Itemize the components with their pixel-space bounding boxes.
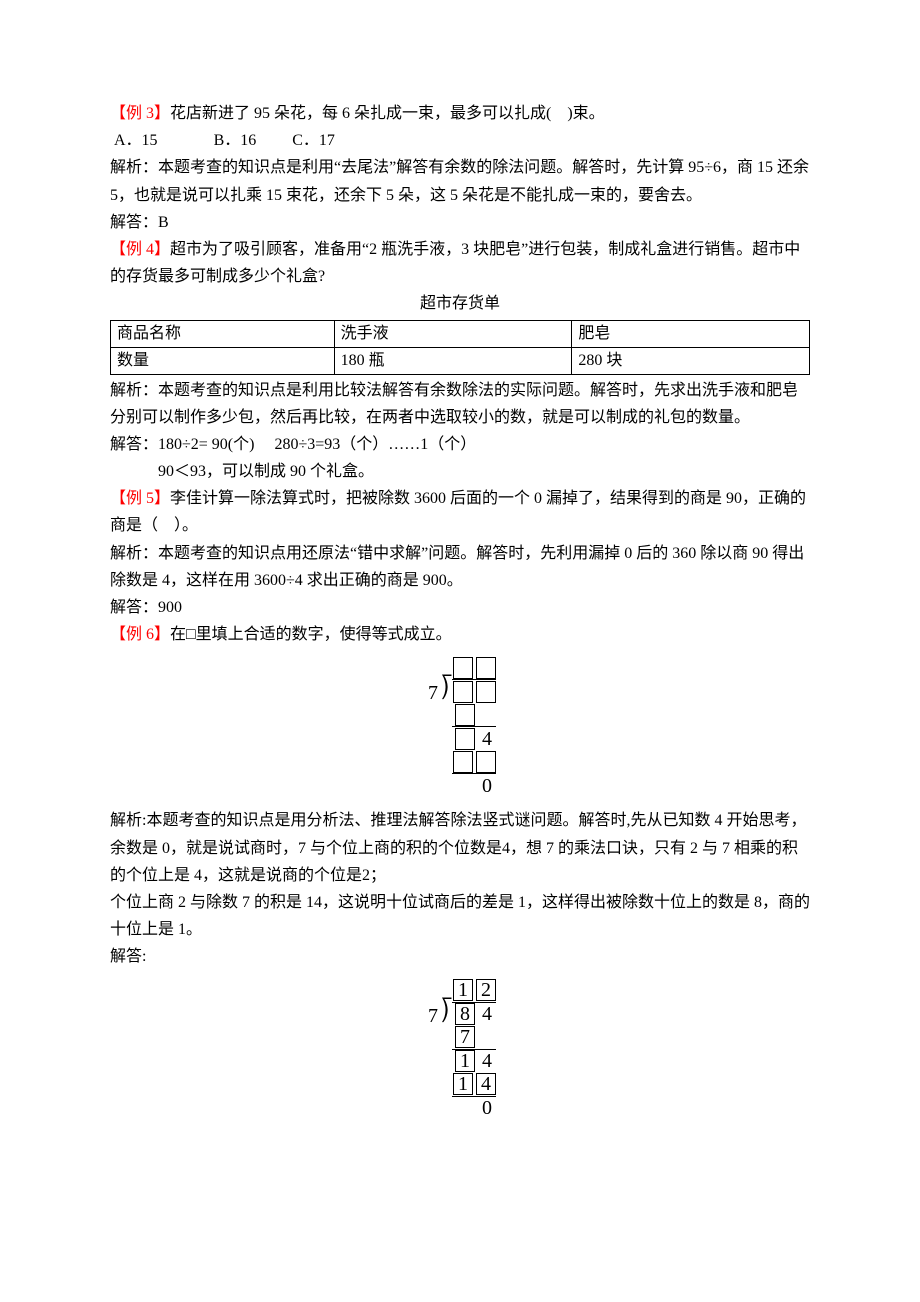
digit: 1 <box>455 1050 475 1072</box>
digit: 4 <box>478 1004 496 1024</box>
ex3-question: 【例 3】花店新进了 95 朵花，每 6 朵扎成一束，最多可以扎成( )束。 <box>110 100 810 127</box>
digit: 4 <box>478 729 496 749</box>
ex6-label: 【例 6】 <box>110 626 170 643</box>
ex4-table-title: 超市存货单 <box>110 290 810 317</box>
digit: 0 <box>478 776 496 796</box>
box <box>455 704 475 726</box>
ex3-optC: C．17 <box>292 132 335 149</box>
digit: 8 <box>455 1003 475 1025</box>
ex6-analysis-2: 个位上商 2 与除数 7 的积是 14，这说明十位试商后的差是 1，这样得出被除… <box>110 889 810 943</box>
ex6-analysis-1: 解析:本题考查的知识点是用分析法、推理法解答除法竖式谜问题。解答时,先从已知数 … <box>110 807 810 889</box>
box <box>476 681 496 703</box>
ex6-question: 【例 6】在□里填上合适的数字，使得等式成立。 <box>110 621 810 648</box>
division-symbol: ⟌ <box>441 674 451 707</box>
ex3-analysis: 解析：本题考查的知识点是利用“去尾法”解答有余数的除法问题。解答时，先计算 95… <box>110 154 810 208</box>
box <box>476 751 496 773</box>
ex4-table: 商品名称 洗手液 肥皂 数量 180 瓶 280 块 <box>110 320 810 375</box>
digit: 1 <box>453 1073 473 1095</box>
box <box>453 751 473 773</box>
cell: 商品名称 <box>111 320 335 347</box>
ex6-q-text: 在□里填上合适的数字，使得等式成立。 <box>170 626 452 643</box>
ex4-analysis: 解析：本题考查的知识点是利用比较法解答有余数除法的实际问题。解答时，先求出洗手液… <box>110 377 810 431</box>
ex5-question: 【例 5】李佳计算一除法算式时，把被除数 3600 后面的一个 0 漏掉了，结果… <box>110 485 810 539</box>
digit: 4 <box>478 1051 496 1071</box>
ex3-options: A．15 B．16 C．17 <box>110 127 810 154</box>
box <box>455 728 475 750</box>
cell: 180 瓶 <box>334 347 572 374</box>
ex3-q-text: 花店新进了 95 朵花，每 6 朵扎成一束，最多可以扎成( )束。 <box>170 105 605 122</box>
cell: 280 块 <box>572 347 810 374</box>
ex4-ans2: 90＜93，可以制成 90 个礼盒。 <box>110 458 810 485</box>
cell: 数量 <box>111 347 335 374</box>
divisor: 7 <box>428 681 438 706</box>
ex3-label: 【例 3】 <box>110 105 170 122</box>
digit: 0 <box>478 1098 496 1118</box>
box <box>453 657 473 679</box>
ex6-division-1: 7 ⟌ 4 0 <box>110 656 810 797</box>
ex4-question: 【例 4】超市为了吸引顾客，准备用“2 瓶洗手液，3 块肥皂”进行包装，制成礼盒… <box>110 236 810 290</box>
digit: 7 <box>455 1026 475 1048</box>
digit: 2 <box>476 979 496 1001</box>
table-row: 数量 180 瓶 280 块 <box>111 347 810 374</box>
divisor: 7 <box>428 1004 438 1029</box>
ex6-answer-label: 解答: <box>110 943 810 970</box>
box <box>453 681 473 703</box>
cell: 洗手液 <box>334 320 572 347</box>
cell: 肥皂 <box>572 320 810 347</box>
box <box>476 657 496 679</box>
ex3-answer: 解答：B <box>110 209 810 236</box>
ex5-analysis: 解析：本题考查的知识点用还原法“错中求解”问题。解答时，先利用漏掉 0 后的 3… <box>110 540 810 594</box>
ex5-answer: 解答：900 <box>110 594 810 621</box>
ex3-optA: A．15 <box>114 132 158 149</box>
ex3-optB: B．16 <box>214 132 257 149</box>
ex4-label: 【例 4】 <box>110 241 170 258</box>
ex6-division-2: 7 ⟌ 12 84 7 14 14 0 <box>110 979 810 1120</box>
table-row: 商品名称 洗手液 肥皂 <box>111 320 810 347</box>
division-symbol: ⟌ <box>441 997 451 1030</box>
ex4-q-text: 超市为了吸引顾客，准备用“2 瓶洗手液，3 块肥皂”进行包装，制成礼盒进行销售。… <box>110 241 800 285</box>
ex5-label: 【例 5】 <box>110 490 170 507</box>
digit: 4 <box>476 1073 496 1095</box>
ex5-q-text: 李佳计算一除法算式时，把被除数 3600 后面的一个 0 漏掉了，结果得到的商是… <box>110 490 806 534</box>
ex4-ans1: 解答：180÷2= 90(个) 280÷3=93（个）……1（个） <box>110 431 810 458</box>
digit: 1 <box>453 979 473 1001</box>
